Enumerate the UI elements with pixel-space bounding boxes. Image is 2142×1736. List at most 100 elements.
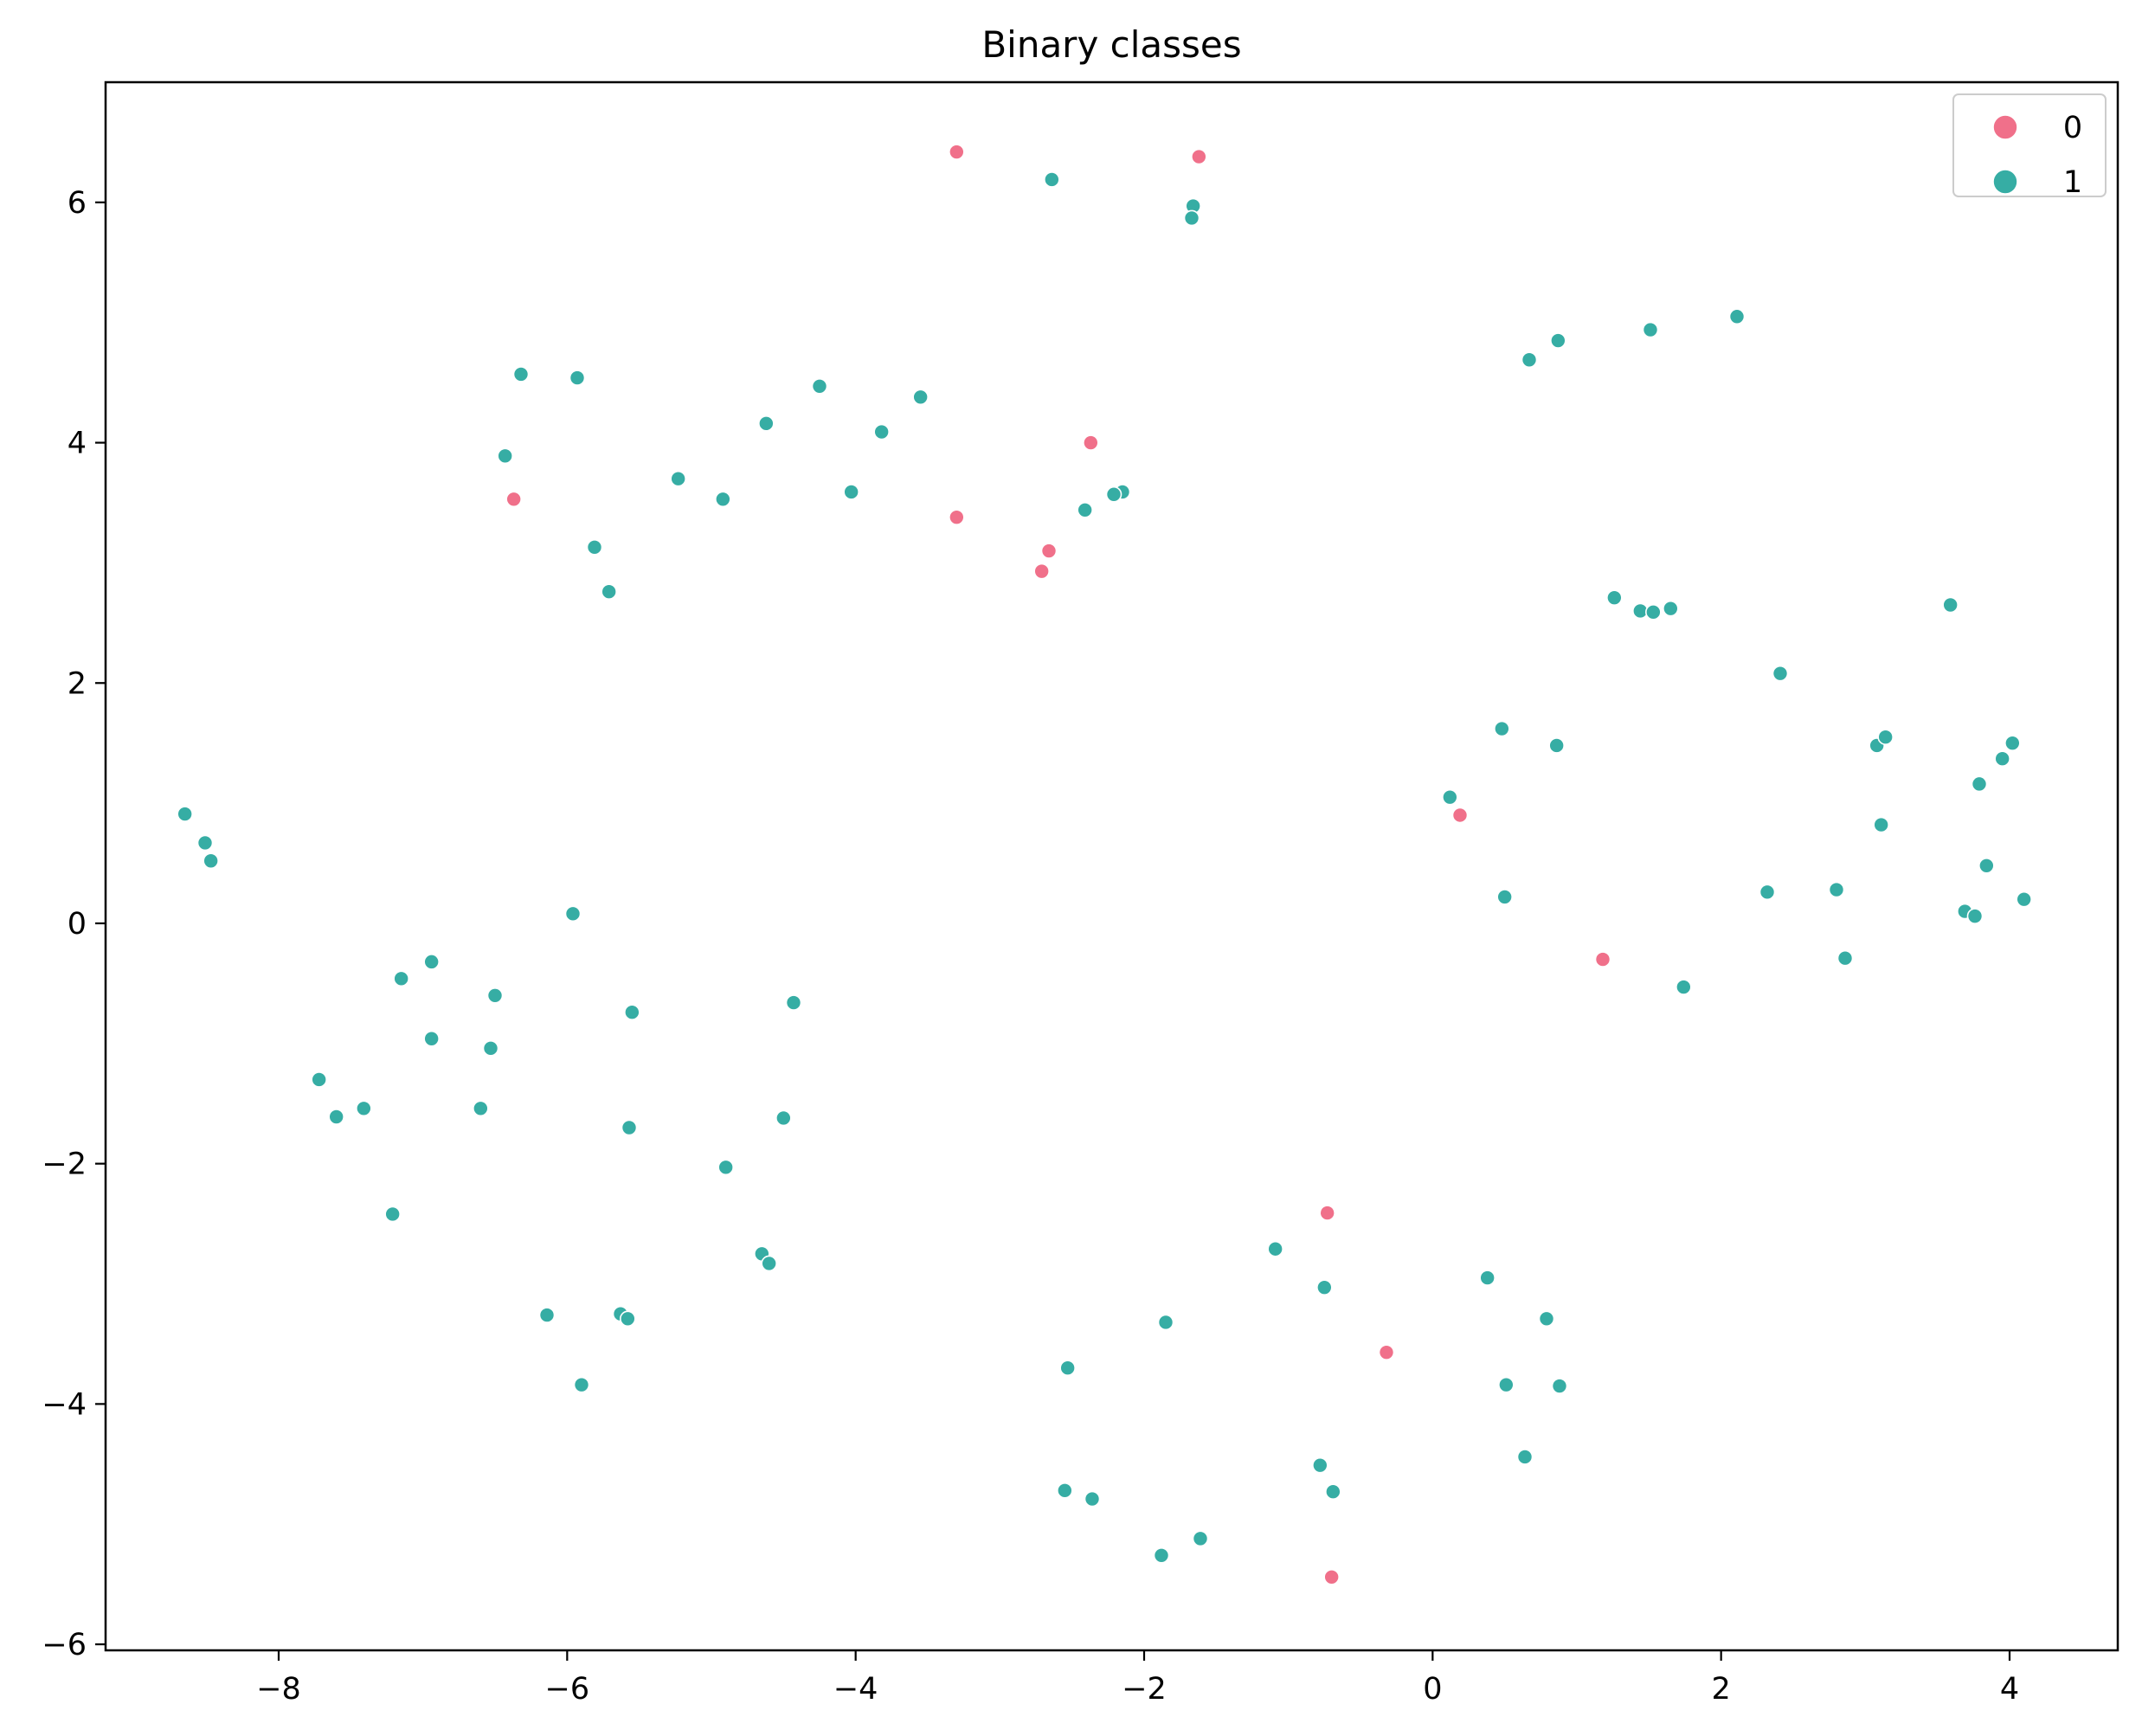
data-point-class-1 [586,539,603,556]
data-point-class-1 [1084,1490,1101,1508]
data-point-class-1 [843,484,859,500]
data-point-class-1 [203,852,219,870]
x-tick-label: 2 [1712,1672,1731,1707]
data-point-class-1 [775,1109,792,1127]
data-point-class-1 [1496,889,1513,905]
y-tick-label: −4 [42,1387,87,1422]
x-tick-label: −8 [256,1672,301,1707]
data-point-class-1 [601,583,617,601]
x-tick-label: 0 [1423,1672,1442,1707]
data-point-class-1 [1550,332,1566,349]
data-point-class-1 [423,954,440,970]
data-point-class-1 [620,1310,636,1328]
data-point-class-1 [1077,502,1093,518]
legend-label-1: 1 [2063,165,2082,200]
data-point-class-1 [473,1100,489,1117]
data-point-class-1 [1059,1360,1076,1377]
data-point-class-0 [1040,543,1058,559]
data-point-class-1 [1538,1310,1555,1328]
data-point-class-1 [1044,171,1060,188]
legend: 01 [1952,93,2107,200]
y-tick-label: 6 [68,186,87,221]
data-point-class-1 [497,447,513,465]
data-point-class-0 [1451,807,1469,824]
data-point-class-1 [1971,775,1988,793]
data-point-class-1 [1057,1482,1073,1499]
data-point-class-1 [356,1100,372,1117]
data-point-class-1 [177,806,193,822]
data-point-class-1 [1606,589,1623,606]
data-point-class-1 [912,389,929,406]
data-point-class-1 [1516,1449,1534,1465]
data-point-class-1 [1494,720,1510,737]
data-point-class-1 [2004,735,2021,751]
data-point-class-0 [1033,563,1050,580]
y-tick-label: 2 [68,666,87,701]
x-tick-label: −6 [545,1672,590,1707]
data-point-class-1 [564,905,582,923]
data-point-class-1 [1157,1314,1174,1331]
data-point-class-0 [949,144,965,160]
data-point-class-1 [1966,908,1984,924]
data-point-class-1 [761,1255,777,1272]
data-point-class-1 [1548,737,1565,754]
data-point-class-1 [1325,1483,1341,1501]
data-point-class-1 [1942,596,1959,614]
data-point-class-0 [1191,148,1207,165]
data-point-class-0 [949,509,965,525]
data-point-class-1 [482,1040,499,1057]
data-point-class-1 [717,1159,734,1176]
data-point-class-1 [1873,816,1889,833]
legend-box [1952,93,2107,197]
data-point-class-1 [1153,1547,1170,1564]
data-point-class-1 [1663,600,1679,617]
data-point-class-1 [811,377,828,395]
data-point-class-1 [1676,979,1692,995]
data-point-class-1 [1994,750,2010,768]
data-point-class-1 [873,423,890,440]
data-point-class-1 [758,415,775,432]
data-point-class-0 [1594,951,1611,968]
data-point-class-1 [2016,891,2032,908]
data-point-class-1 [1442,788,1458,806]
x-axis: −8 −6 −4 −2 0 2 4 [256,1650,2019,1707]
chart-title: Binary classes [981,23,1241,66]
data-point-class-1 [1772,665,1789,682]
x-tick-label: 4 [2000,1672,2019,1707]
data-point-class-1 [1105,485,1122,503]
data-point-class-0 [505,491,522,508]
data-point-class-1 [384,1206,401,1223]
data-point-class-1 [393,970,409,987]
data-point-class-1 [785,994,802,1011]
data-point-class-1 [311,1071,327,1088]
data-point-class-1 [1498,1376,1515,1393]
data-point-class-1 [1645,604,1662,620]
data-point-class-1 [1551,1378,1568,1394]
data-point-class-1 [1521,351,1538,369]
data-point-class-1 [538,1307,556,1323]
x-tick-label: −2 [1122,1672,1167,1707]
y-tick-label: −2 [42,1148,87,1182]
data-point-class-1 [1759,884,1776,901]
data-point-class-1 [1877,729,1894,746]
data-point-class-1 [423,1030,440,1047]
y-tick-label: −6 [42,1628,87,1662]
data-point-class-1 [1836,949,1854,967]
data-point-class-1 [621,1119,638,1136]
data-point-class-1 [196,834,214,852]
data-point-class-1 [573,1376,590,1393]
data-point-class-0 [1083,434,1099,451]
y-tick-label: 4 [68,427,87,461]
data-point-class-1 [512,366,530,383]
data-point-class-1 [715,491,731,508]
data-point-class-1 [624,1004,640,1021]
data-point-class-1 [1828,881,1845,898]
data-point-class-1 [1312,1456,1328,1474]
x-tick-label: −4 [833,1672,878,1707]
y-axis: −6 −4 −2 0 2 4 6 [42,186,106,1662]
legend-marker-1 [1992,169,2018,195]
data-points [177,144,2032,1585]
legend-label-0: 0 [2063,111,2082,145]
